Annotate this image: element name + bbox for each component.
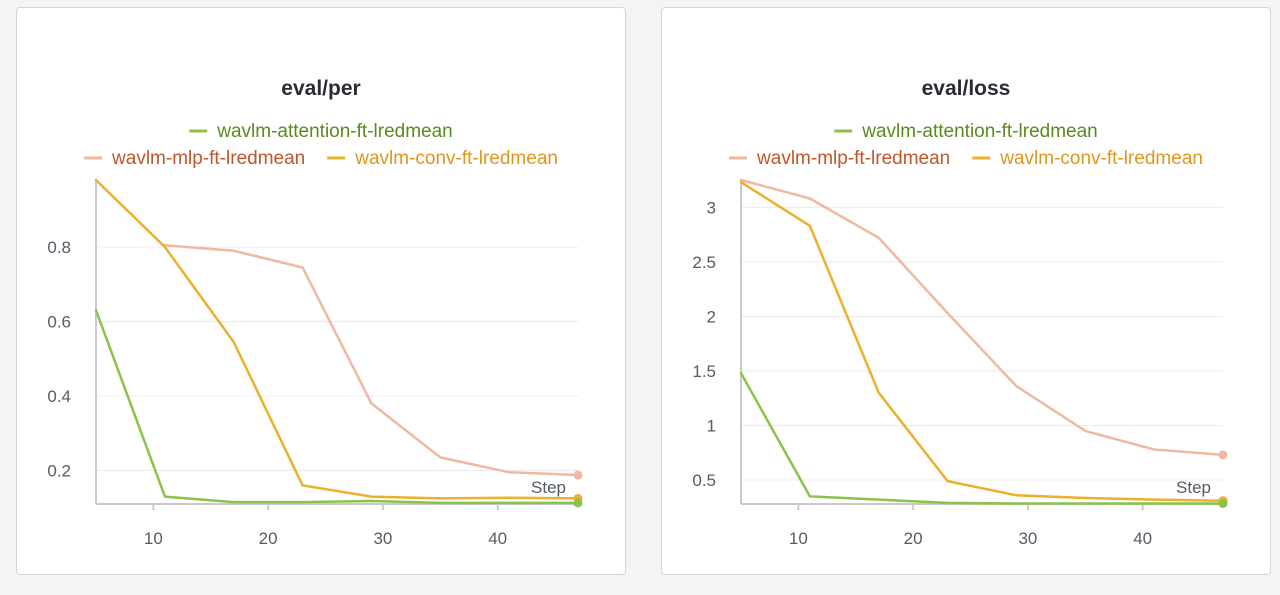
- x-tick-label: 20: [904, 529, 923, 548]
- series-end-point[interactable]: [1218, 498, 1228, 508]
- y-tick-label: 0.4: [47, 387, 71, 406]
- chart-eval-per: eval/perwavlm-attention-ft-lredmeanwavlm…: [47, 77, 583, 548]
- y-tick-label: 2.5: [692, 253, 716, 272]
- series-line-wavlm-mlp-ft-lredmean[interactable]: [163, 243, 580, 477]
- x-tick-label: 40: [1133, 529, 1152, 548]
- series-line-wavlm-mlp-ft-lredmean[interactable]: [739, 178, 1225, 457]
- series-line-wavlm-attention-ft-lredmean[interactable]: [94, 309, 580, 505]
- series-line-wavlm-conv-ft-lredmean[interactable]: [739, 180, 1225, 502]
- legend-label[interactable]: wavlm-attention-ft-lredmean: [861, 121, 1097, 142]
- x-axis-label: Step: [531, 478, 566, 497]
- y-tick-label: 0.8: [47, 238, 71, 257]
- y-tick-label: 1.5: [692, 362, 716, 381]
- x-tick-label: 10: [144, 529, 163, 548]
- chart-eval-loss: eval/losswavlm-attention-ft-lredmeanwavl…: [692, 77, 1228, 548]
- legend-label[interactable]: wavlm-attention-ft-lredmean: [216, 121, 452, 142]
- legend-label[interactable]: wavlm-conv-ft-lredmean: [354, 148, 558, 169]
- x-tick-label: 30: [1018, 529, 1037, 548]
- y-tick-label: 3: [707, 198, 716, 217]
- series-end-point[interactable]: [573, 470, 583, 480]
- x-tick-label: 40: [488, 529, 507, 548]
- x-tick-label: 10: [789, 529, 808, 548]
- legend-label[interactable]: wavlm-conv-ft-lredmean: [999, 148, 1203, 169]
- legend: wavlm-attention-ft-lredmean wavlm-mlp-ft-…: [84, 121, 558, 169]
- chart-panel-eval-loss[interactable]: eval/loss wavlm-attention-ft-lredmean wavl…: [661, 7, 1271, 575]
- series-line-wavlm-conv-ft-lredmean[interactable]: [94, 178, 580, 500]
- legend-label[interactable]: wavlm-mlp-ft-lredmean: [111, 148, 305, 169]
- y-tick-label: 0.2: [47, 461, 71, 480]
- y-tick-label: 1: [707, 416, 716, 435]
- y-tick-label: 2: [707, 307, 716, 326]
- chart-title: eval/per: [281, 77, 360, 100]
- chart-title: eval/loss: [922, 77, 1011, 100]
- x-tick-label: 20: [259, 529, 278, 548]
- series-end-point[interactable]: [573, 498, 583, 508]
- chart-panel-eval-per[interactable]: eval/per wavlm-attention-ft-lredmean wavlm…: [16, 7, 626, 575]
- legend-label[interactable]: wavlm-mlp-ft-lredmean: [756, 148, 950, 169]
- y-tick-label: 0.5: [692, 471, 716, 490]
- x-axis-label: Step: [1176, 478, 1211, 497]
- x-tick-label: 30: [373, 529, 392, 548]
- series-end-point[interactable]: [1218, 450, 1228, 460]
- series-line-wavlm-attention-ft-lredmean[interactable]: [739, 371, 1225, 505]
- y-tick-label: 0.6: [47, 313, 71, 332]
- legend: wavlm-attention-ft-lredmean wavlm-mlp-ft-…: [729, 121, 1203, 169]
